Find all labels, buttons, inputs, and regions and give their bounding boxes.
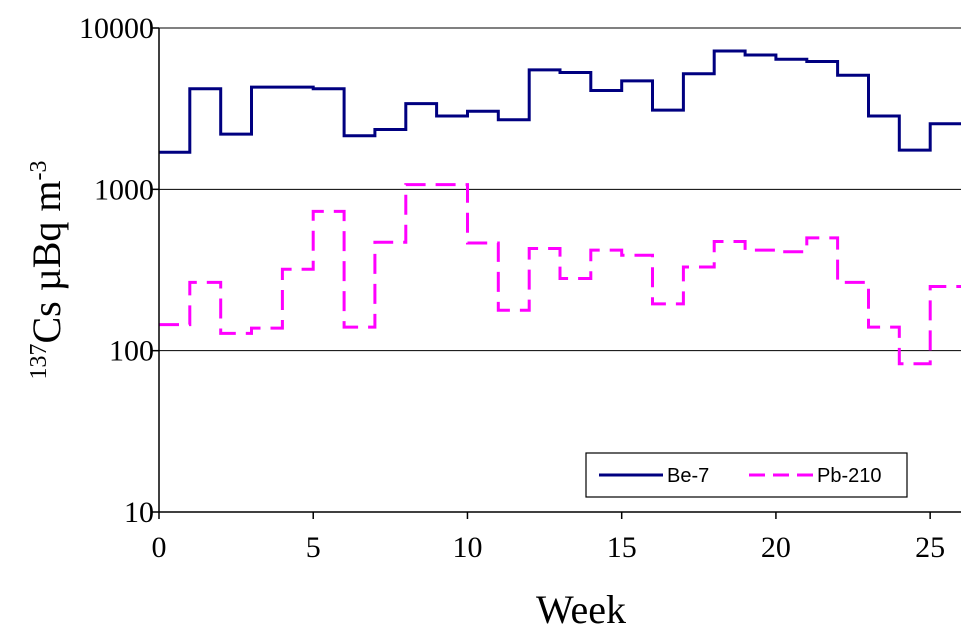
x-tick-label: 5 <box>306 531 321 564</box>
axes <box>158 28 961 513</box>
y-tick-label: 10000 <box>79 12 154 45</box>
x-tick-label: 25 <box>915 531 945 564</box>
x-tick-label: 0 <box>152 531 167 564</box>
x-tick-label: 15 <box>607 531 637 564</box>
y-axis-title-main: Cs µBq m <box>24 180 69 343</box>
x-tick-label: 20 <box>761 531 791 564</box>
y-axis-title: 137Cs µBq m-3 <box>24 160 69 379</box>
ticks: 0 5 10 15 20 25 10 100 1000 10000 <box>79 12 945 564</box>
x-tick-label: 10 <box>452 531 482 564</box>
series-line-be-7 <box>159 49 961 154</box>
y-tick-label: 10 <box>124 496 154 529</box>
x-axis-title: Week <box>536 587 626 632</box>
y-tick-label: 1000 <box>94 173 154 206</box>
legend-label-be-7: Be-7 <box>667 465 709 487</box>
y-axis-title-suffix: -3 <box>26 160 52 180</box>
series-layer <box>159 49 961 366</box>
legend: Be-7 Pb-210 <box>585 452 908 498</box>
series-line-pb-210 <box>159 183 961 366</box>
y-axis-title-prefix: 137 <box>26 344 52 380</box>
y-tick-label: 100 <box>109 335 154 368</box>
legend-label-pb-210: Pb-210 <box>817 465 882 487</box>
